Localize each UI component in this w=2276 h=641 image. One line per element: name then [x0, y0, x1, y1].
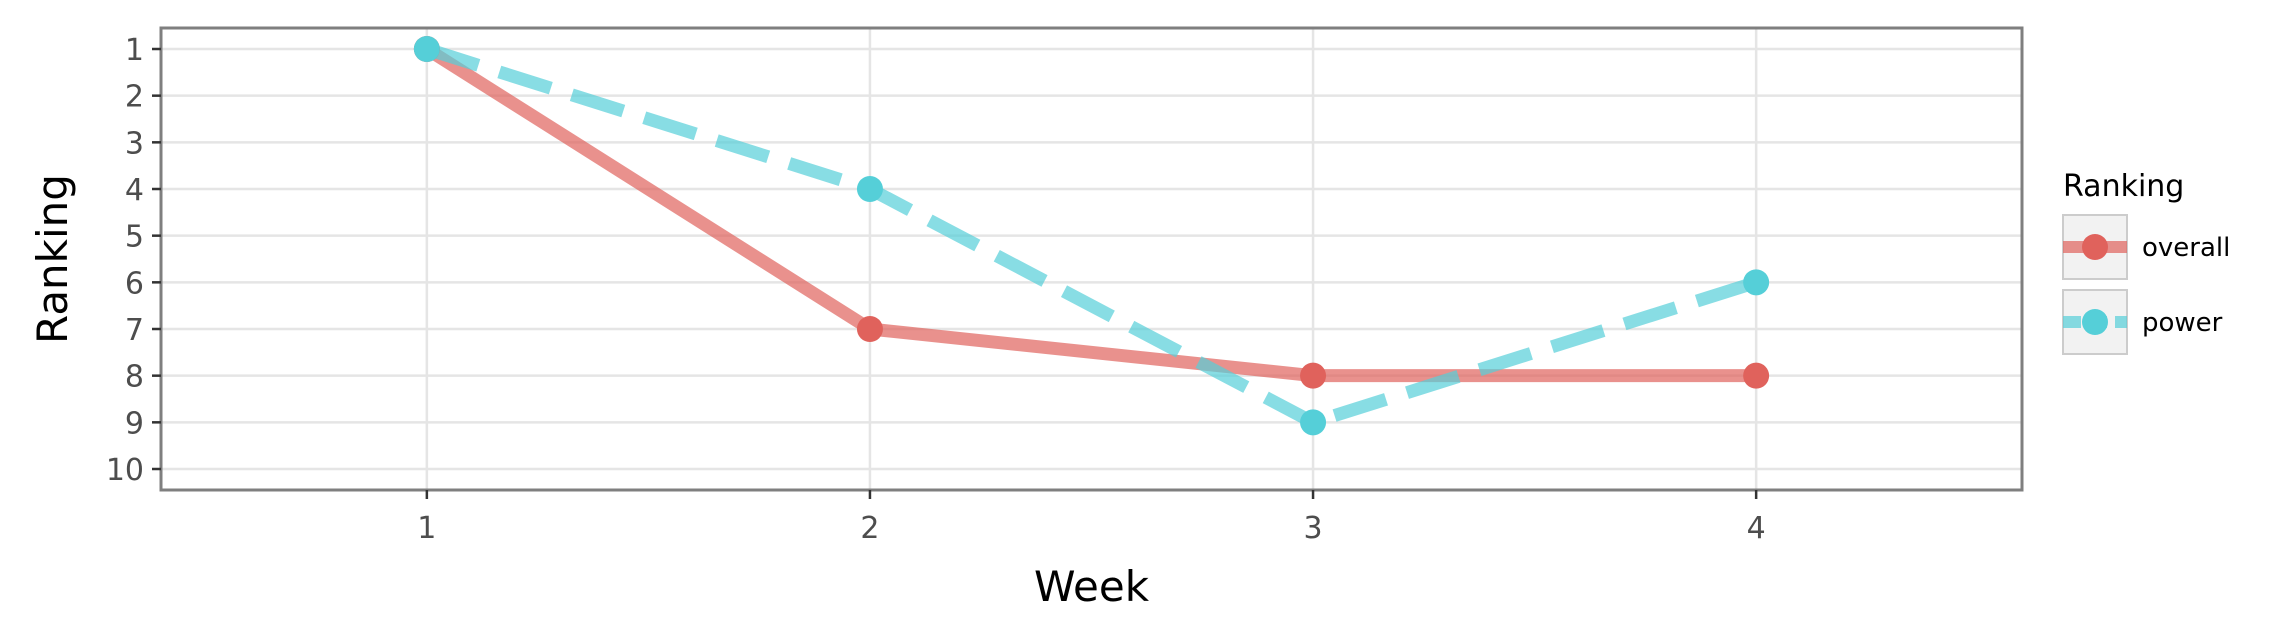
series-line-power: [424, 42, 1759, 429]
legend-title: Ranking: [2063, 169, 2184, 204]
series-lines: [423, 42, 1759, 429]
data-point-power: [1743, 269, 1770, 296]
y-tick-label: 4: [125, 173, 144, 208]
legend-item-power: power: [2062, 289, 2223, 355]
data-point-overall: [1743, 362, 1770, 389]
x-tick-label: 1: [417, 511, 436, 546]
y-tick-label: 6: [125, 266, 144, 301]
x-tick-label: 2: [860, 511, 879, 546]
y-tick-label: 7: [125, 313, 144, 348]
legend: Ranking overall power: [2062, 169, 2230, 355]
y-tick-label: 9: [125, 406, 144, 441]
y-axis-title: Ranking: [28, 174, 77, 344]
x-tick-label: 4: [1747, 511, 1766, 546]
legend-key-point: [2082, 309, 2108, 335]
y-tick-label: 5: [125, 220, 144, 255]
legend-label: overall: [2142, 233, 2230, 263]
data-point-power: [1300, 409, 1327, 436]
legend-item-overall: overall: [2062, 214, 2230, 280]
y-tick-label: 10: [106, 453, 144, 488]
plot-frame: [159, 26, 2024, 492]
legend-key-point: [2082, 234, 2108, 260]
series-points: [413, 36, 1770, 436]
y-tick-label: 2: [125, 80, 144, 115]
y-tick-label: 8: [125, 360, 144, 395]
grid-lines: [161, 28, 2022, 490]
legend-label: power: [2142, 308, 2223, 338]
axis-ticks: 1 2 3 4 5 6 7 8 9 10 1 2 3 4: [106, 33, 1766, 546]
data-point-power: [413, 36, 440, 62]
series-line-overall: [423, 43, 1757, 383]
x-axis-title: Week: [1034, 562, 1150, 611]
data-point-overall: [1300, 362, 1327, 389]
legend-items: overall power: [2062, 214, 2230, 355]
data-point-power: [856, 176, 883, 202]
y-tick-label: 1: [125, 33, 144, 68]
y-tick-label: 3: [125, 126, 144, 161]
data-point-overall: [856, 316, 883, 342]
x-tick-label: 3: [1304, 511, 1323, 546]
